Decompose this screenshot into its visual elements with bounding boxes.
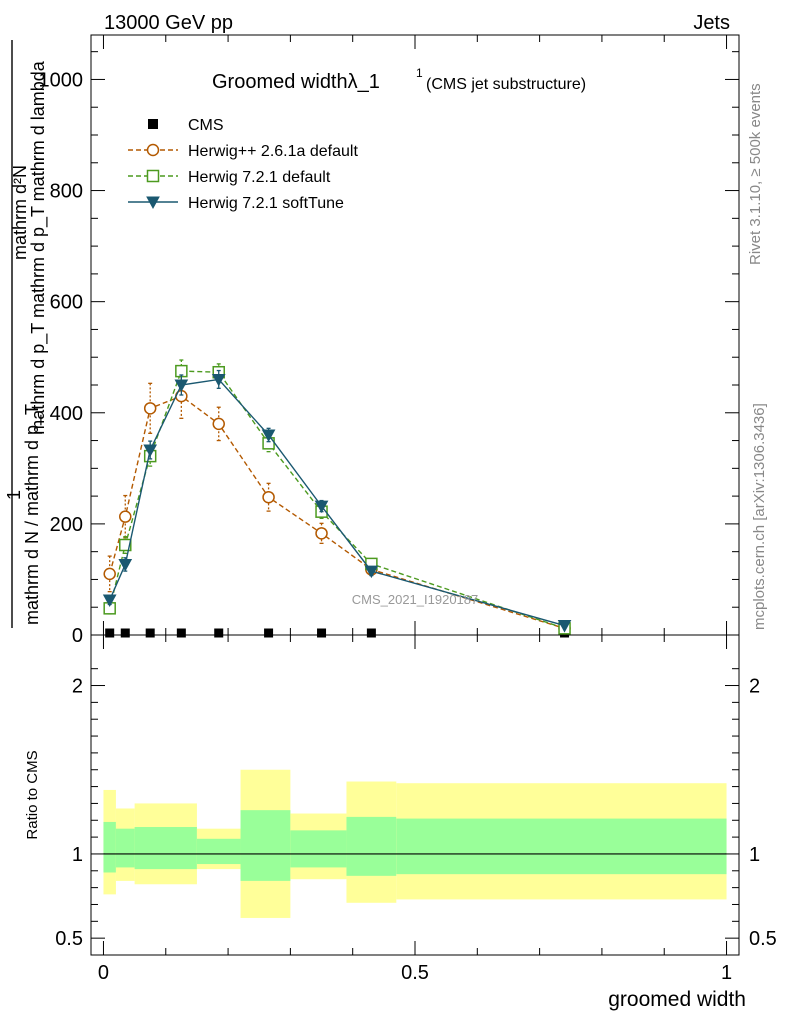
legend-marker	[146, 196, 160, 210]
band-inner	[396, 818, 727, 875]
cms-point	[366, 628, 376, 638]
main-ytick-label: 200	[50, 514, 83, 536]
data-point	[315, 527, 328, 540]
ratio-ytick-label: 1	[72, 844, 83, 866]
legend-entry-2: Herwig 7.2.1 default	[128, 169, 331, 186]
legend: CMS Herwig++ 2.6.1a default Herwig 7.2.1 d…	[128, 117, 358, 212]
series-line	[109, 378, 565, 627]
mcplots-label: mcplots.cern.ch [arXiv:1306.3436]	[751, 403, 768, 630]
main-axes: 0 200 400 600 800 1000	[39, 35, 739, 647]
cms-point	[120, 628, 130, 638]
main-ytick-label: 400	[50, 403, 83, 425]
band-inner	[134, 827, 197, 870]
data-point	[314, 500, 329, 514]
ratio-bands	[103, 769, 727, 918]
legend-marker	[146, 143, 160, 157]
data-point	[143, 402, 157, 415]
band-inner	[240, 810, 291, 881]
ylabel-one: 1	[4, 490, 24, 500]
legend-label: Herwig 7.2.1 softTune	[188, 195, 344, 212]
band-inner	[290, 830, 347, 868]
data-point	[211, 373, 226, 387]
ratio-ytick-label: 0.5	[55, 928, 83, 950]
series-1	[103, 373, 571, 635]
ratio-ylabel: Ratio to CMS	[24, 750, 41, 839]
title-subtitle: (CMS jet substructure)	[426, 76, 586, 93]
ratio-ytick-label: 2	[72, 676, 83, 698]
cms-point	[105, 628, 115, 638]
header-category: Jets	[693, 12, 730, 34]
legend-marker	[146, 169, 160, 183]
data-point	[174, 379, 189, 393]
ratio-ytick-label-right: 1	[749, 844, 760, 866]
data-point	[143, 444, 158, 458]
xtick-label: 0	[98, 962, 109, 984]
main-ytick-label: 800	[50, 181, 83, 203]
series-3	[102, 369, 572, 633]
main-ytick-label: 1000	[39, 69, 84, 91]
data-point	[103, 567, 116, 581]
data-point	[557, 620, 572, 633]
ylabel-numerator-line2: mathrm d p_T mathrm d p_T mathrm d lambd…	[28, 60, 49, 434]
data-point	[261, 429, 276, 443]
ratio-ytick-label-right: 2	[749, 676, 760, 698]
data-point	[119, 538, 132, 552]
legend-entry-1: Herwig++ 2.6.1a default	[128, 143, 358, 160]
series-0	[105, 628, 570, 638]
series-line	[109, 395, 565, 630]
cms-point	[317, 628, 327, 638]
cms-point	[214, 628, 224, 638]
main-ylabel: mathrm d²N mathrm d p_T mathrm d p_T mat…	[4, 40, 49, 628]
title-main: Groomed widthλ_1	[212, 71, 380, 93]
ylabel-numerator: mathrm d²N	[10, 165, 30, 260]
legend-entry-0: CMS	[148, 117, 224, 134]
legend-entry-3: Herwig 7.2.1 softTune	[128, 195, 344, 212]
legend-label: CMS	[188, 117, 224, 134]
legend-label: Herwig 7.2.1 default	[188, 169, 331, 186]
series-line	[109, 370, 565, 629]
band-inner	[103, 821, 116, 873]
title-superscript: 1	[416, 66, 423, 80]
data-point	[102, 594, 117, 608]
cms-point	[176, 628, 186, 638]
rivet-label: Rivet 3.1.10, ≥ 500k events	[747, 83, 764, 265]
data-point	[212, 417, 225, 431]
xlabel: groomed width	[608, 988, 746, 1011]
band-inner	[115, 828, 135, 868]
data-point	[364, 565, 379, 579]
data-point	[118, 558, 133, 572]
cms-point	[145, 628, 155, 638]
legend-label: Herwig++ 2.6.1a default	[188, 143, 358, 160]
cms-point	[264, 628, 274, 638]
ratio-axes: 0.5 0.5 1 1 2 2 0 0.5 1	[55, 635, 777, 984]
ylabel-denominator: mathrm d N / mathrm d p_T	[22, 404, 43, 625]
chart-title: Groomed widthλ_1 1 (CMS jet substructure…	[212, 66, 586, 93]
legend-marker	[148, 119, 158, 129]
data-point	[262, 490, 275, 504]
data-point	[119, 510, 132, 523]
ratio-ytick-label-right: 0.5	[749, 928, 777, 950]
band-inner	[346, 816, 397, 876]
main-ytick-label: 600	[50, 292, 83, 314]
analysis-watermark: CMS_2021_I1920187	[352, 592, 479, 607]
xtick-label: 1	[721, 962, 732, 984]
main-ytick-label: 0	[72, 625, 83, 647]
band-inner	[196, 838, 241, 865]
header-energy: 13000 GeV pp	[104, 12, 233, 34]
main-series	[102, 359, 572, 638]
xtick-label: 0.5	[401, 962, 429, 984]
